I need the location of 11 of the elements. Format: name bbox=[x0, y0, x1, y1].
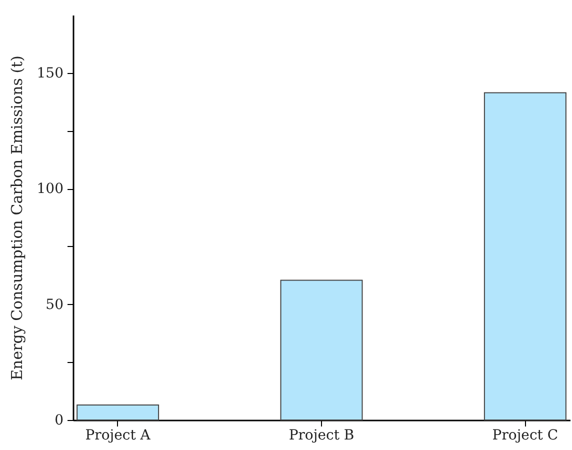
x-tick-label: Project C bbox=[492, 428, 558, 444]
bar bbox=[484, 92, 566, 420]
x-tick-label: Project B bbox=[288, 428, 354, 444]
x-tick-label: Project A bbox=[85, 428, 152, 444]
y-tick-label: 50 bbox=[46, 296, 64, 313]
bar bbox=[76, 404, 160, 420]
y-axis-title: Energy Consumption Carbon Emissions (t) bbox=[8, 56, 26, 380]
y-tick-label: 100 bbox=[36, 181, 64, 198]
y-tick-label: 0 bbox=[54, 412, 64, 428]
y-tick-label: 150 bbox=[36, 65, 64, 82]
bar bbox=[280, 280, 363, 420]
